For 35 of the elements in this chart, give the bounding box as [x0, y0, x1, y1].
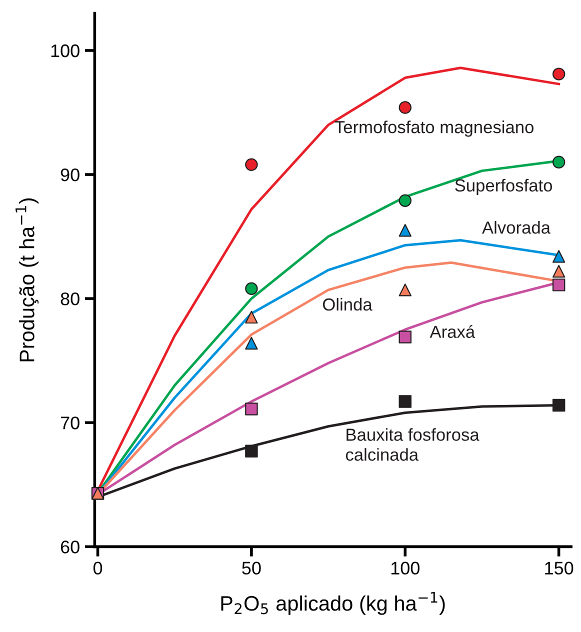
point	[552, 264, 566, 278]
point	[552, 250, 566, 263]
series-label: Superfosfato	[455, 178, 552, 196]
point	[552, 68, 566, 80]
point	[245, 158, 258, 171]
series-label: Olinda	[322, 298, 372, 311]
point	[398, 284, 412, 296]
point	[398, 330, 412, 344]
point	[398, 194, 412, 207]
y-tick-label: 60	[60, 540, 80, 554]
point	[552, 156, 566, 168]
point	[245, 402, 258, 416]
x-tick-label: 0	[93, 562, 102, 575]
point	[552, 398, 566, 412]
series-label: Termofosfato magnesiano	[334, 120, 534, 137]
point	[398, 395, 412, 408]
x-tick-label: 50	[242, 562, 261, 575]
y-tick-label: 80	[60, 292, 80, 306]
x-tick-label: 100	[391, 562, 420, 575]
point	[552, 278, 566, 292]
point	[398, 224, 412, 237]
y-tick-label: 70	[60, 416, 80, 430]
y-axis-title: Produção (t ha$^{−1}$)	[16, 198, 39, 362]
series-label: Araxá	[430, 325, 476, 338]
point	[245, 310, 258, 324]
series-label: Bauxita fosforosa calcinada	[346, 428, 480, 461]
x-tick-label: 150	[545, 562, 574, 575]
point	[245, 444, 258, 458]
series-label: Alvorada	[482, 221, 551, 234]
x-axis-title: P$_{2}$O$_{5}$ aplicado (kg ha$^{−1}$)	[221, 592, 445, 615]
point	[245, 282, 258, 296]
point	[245, 336, 258, 350]
y-tick-label: 90	[60, 168, 80, 182]
y-tick-label: 100	[51, 44, 80, 58]
point	[398, 101, 412, 114]
